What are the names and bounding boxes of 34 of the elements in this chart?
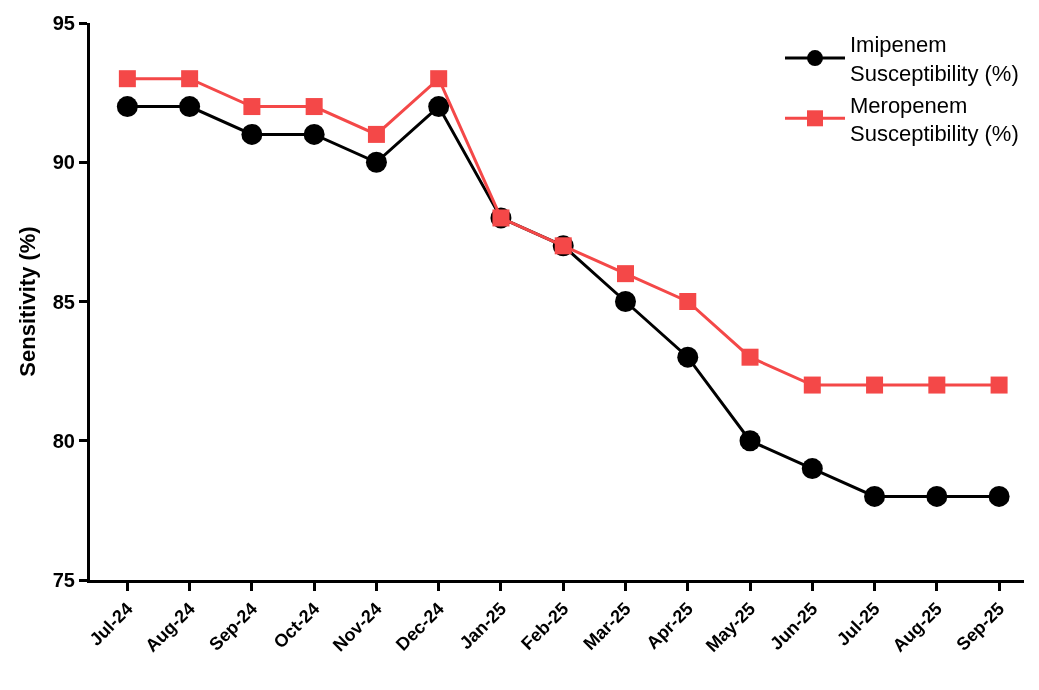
point	[803, 376, 821, 394]
point	[679, 293, 697, 310]
y-tick-label: 80	[52, 429, 75, 452]
y-axis-title: Sensitivity (%)	[14, 226, 40, 377]
point	[179, 96, 201, 118]
legend-label: Meropenem Susceptibility (%)	[850, 92, 1019, 147]
point	[739, 430, 761, 452]
point	[303, 123, 325, 145]
y-tick-label: 95	[52, 12, 75, 34]
point	[430, 70, 448, 88]
point	[801, 458, 823, 480]
point	[616, 265, 634, 283]
point	[241, 123, 263, 145]
point	[864, 485, 886, 507]
point	[428, 96, 450, 118]
point	[116, 96, 138, 118]
point	[866, 376, 884, 394]
y-tick-label: 85	[52, 290, 75, 313]
point	[118, 70, 136, 88]
point	[926, 485, 948, 507]
point	[677, 346, 699, 368]
point	[741, 348, 759, 366]
point	[243, 98, 261, 116]
y-tick-label: 75	[52, 569, 75, 591]
point	[305, 98, 323, 116]
legend-label: Imipenem Susceptibility (%)	[850, 32, 1019, 86]
point	[990, 376, 1008, 394]
point	[367, 125, 385, 143]
point	[615, 291, 636, 312]
point	[365, 151, 387, 173]
y-tick-label: 90	[52, 151, 75, 174]
point	[988, 485, 1010, 507]
point	[181, 70, 199, 88]
point	[928, 376, 946, 394]
